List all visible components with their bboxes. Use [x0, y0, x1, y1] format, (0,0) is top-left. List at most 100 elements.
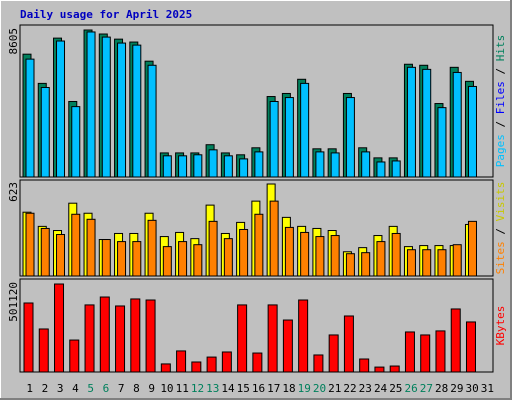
axis-label-part: KBytes	[494, 306, 507, 346]
x-tick-label: 27	[420, 382, 433, 395]
bar	[313, 354, 324, 373]
bar	[69, 339, 80, 373]
axis-label: Pages / Files / Hits	[494, 35, 507, 168]
bar	[300, 82, 310, 178]
bar	[406, 66, 416, 178]
x-tick-label: 2	[42, 382, 49, 395]
x-tick-label: 19	[298, 382, 311, 395]
x-tick-label: 28	[435, 382, 448, 395]
bar	[437, 107, 447, 178]
x-tick-label: 31	[481, 382, 494, 395]
bar	[147, 64, 157, 178]
bar	[330, 152, 340, 178]
x-tick-label: 18	[282, 382, 295, 395]
bar	[160, 363, 171, 373]
x-tick-label: 29	[450, 382, 463, 395]
bar	[223, 238, 233, 277]
bar	[467, 85, 477, 178]
bar	[40, 227, 50, 277]
bar	[437, 249, 447, 277]
bar	[132, 241, 142, 277]
bar	[452, 71, 462, 178]
bar	[147, 219, 157, 277]
x-tick-label: 10	[160, 382, 173, 395]
bar	[25, 212, 35, 277]
axis-label-part: Sites	[494, 241, 507, 274]
x-tick-label: 11	[176, 382, 189, 395]
axis-label-part: Files	[494, 81, 507, 114]
bar	[391, 232, 401, 277]
bar	[208, 149, 218, 178]
bar	[84, 304, 95, 373]
axis-label-part: /	[494, 61, 507, 81]
axis-label-part: /	[494, 114, 507, 134]
bar	[193, 244, 203, 277]
bar	[86, 218, 96, 277]
bar	[376, 161, 386, 178]
bar	[56, 40, 66, 178]
axis-label-part: Pages	[494, 134, 507, 167]
bar	[328, 334, 339, 373]
bar	[206, 356, 217, 373]
axis-label-part: Hits	[494, 35, 507, 62]
bar	[284, 226, 294, 277]
chart-title: Daily usage for April 2025	[20, 8, 192, 21]
bar	[435, 330, 446, 373]
x-tick-label: 6	[103, 382, 110, 395]
bar	[115, 305, 126, 373]
y-tick-label: 8605	[7, 28, 20, 55]
x-tick-label: 7	[118, 382, 125, 395]
bar	[254, 213, 264, 277]
x-tick-label: 9	[148, 382, 155, 395]
bar	[269, 200, 279, 277]
bar	[330, 235, 340, 277]
bar	[359, 358, 370, 373]
x-tick-label: 17	[267, 382, 280, 395]
bar	[101, 36, 111, 178]
bar	[117, 42, 127, 178]
bar	[178, 155, 188, 178]
x-tick-label: 1	[26, 382, 33, 395]
y-tick-label: 501120	[7, 282, 20, 322]
bar	[71, 106, 81, 178]
x-tick-label: 16	[252, 382, 265, 395]
bar	[422, 68, 432, 178]
bar	[176, 350, 187, 373]
x-tick-label: 14	[221, 382, 235, 395]
x-tick-label: 24	[374, 382, 388, 395]
axis-label: Sites / Visits	[494, 182, 507, 275]
bar	[267, 304, 278, 373]
bar	[282, 319, 293, 373]
bar	[465, 321, 476, 373]
x-tick-label: 13	[206, 382, 219, 395]
bar	[239, 158, 249, 178]
bar	[422, 249, 432, 277]
bar	[345, 97, 355, 178]
bar	[191, 361, 202, 373]
bar	[38, 328, 49, 373]
bar	[162, 155, 172, 178]
bar	[315, 151, 325, 178]
bar	[221, 351, 232, 373]
bar	[101, 239, 111, 277]
bar	[193, 154, 203, 178]
bar	[23, 302, 34, 373]
x-tick-label: 4	[72, 382, 79, 395]
bar	[132, 44, 142, 178]
bar	[452, 244, 462, 277]
bar	[420, 334, 431, 373]
bar	[71, 213, 81, 277]
x-tick-label: 3	[57, 382, 64, 395]
axis-label-part: Visits	[494, 182, 507, 222]
x-tick-label: 25	[389, 382, 402, 395]
bar	[404, 331, 415, 373]
bar	[450, 308, 461, 373]
x-tick-label: 26	[404, 382, 417, 395]
x-tick-label: 23	[359, 382, 372, 395]
bar	[391, 160, 401, 178]
x-tick-label: 20	[313, 382, 326, 395]
bar	[254, 151, 264, 178]
bar	[376, 241, 386, 277]
